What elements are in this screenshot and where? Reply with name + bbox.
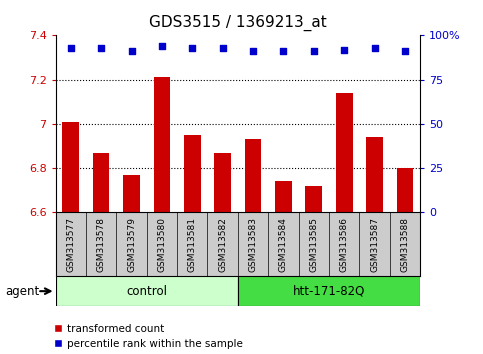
Bar: [62, 122, 79, 212]
Point: [371, 45, 379, 51]
Text: GSM313580: GSM313580: [157, 217, 167, 273]
Point: [97, 45, 105, 51]
Title: GDS3515 / 1369213_at: GDS3515 / 1369213_at: [149, 15, 327, 31]
Text: GSM313588: GSM313588: [400, 217, 410, 273]
Bar: [275, 181, 292, 212]
Bar: [336, 93, 353, 212]
Bar: [366, 137, 383, 212]
Bar: [238, 276, 420, 306]
Point: [67, 45, 74, 51]
Point: [310, 48, 318, 54]
Point: [219, 45, 227, 51]
Bar: [154, 78, 170, 212]
Point: [280, 48, 287, 54]
Text: control: control: [126, 285, 167, 298]
Text: GSM313586: GSM313586: [340, 217, 349, 273]
Point: [341, 47, 348, 52]
Legend: transformed count, percentile rank within the sample: transformed count, percentile rank withi…: [54, 324, 243, 349]
Point: [158, 43, 166, 49]
Text: GSM313583: GSM313583: [249, 217, 257, 273]
Point: [188, 45, 196, 51]
Text: GSM313585: GSM313585: [309, 217, 318, 273]
Bar: [214, 153, 231, 212]
Text: GSM313579: GSM313579: [127, 217, 136, 273]
Text: GSM313578: GSM313578: [97, 217, 106, 273]
Point: [401, 48, 409, 54]
Text: GSM313584: GSM313584: [279, 217, 288, 272]
Text: GSM313581: GSM313581: [188, 217, 197, 273]
Point: [128, 48, 135, 54]
Point: [249, 48, 257, 54]
Bar: [305, 186, 322, 212]
Text: agent: agent: [5, 285, 39, 298]
Text: GSM313582: GSM313582: [218, 217, 227, 272]
Text: htt-171-82Q: htt-171-82Q: [293, 285, 365, 298]
Bar: [93, 153, 110, 212]
Bar: [184, 135, 200, 212]
Text: GSM313577: GSM313577: [66, 217, 75, 273]
Bar: [245, 139, 261, 212]
Bar: [56, 276, 238, 306]
Bar: [397, 168, 413, 212]
Bar: [123, 175, 140, 212]
Text: GSM313587: GSM313587: [370, 217, 379, 273]
